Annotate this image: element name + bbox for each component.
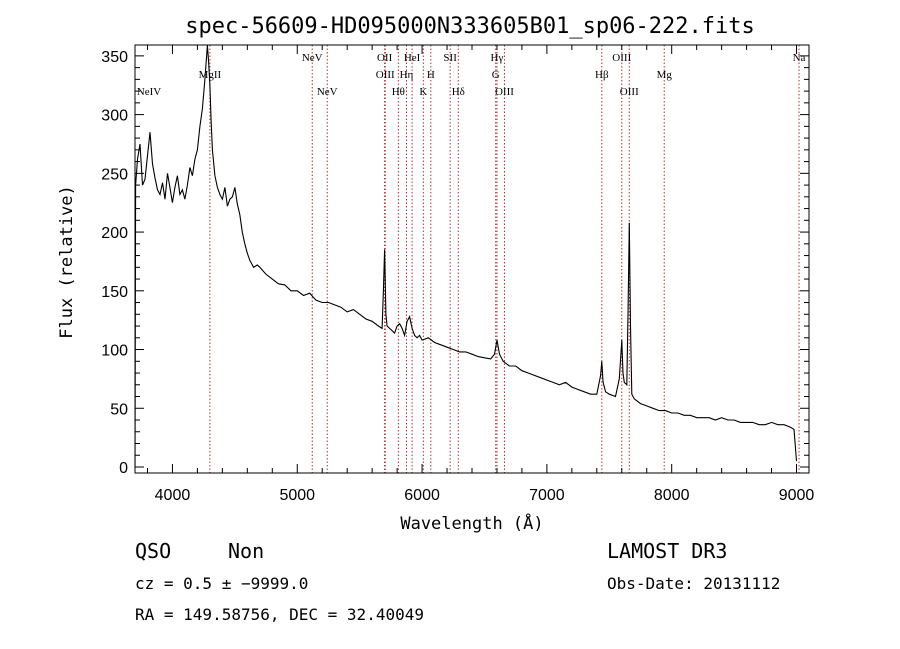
line-markers-layer [209,45,800,473]
line-label: OIII [612,52,631,64]
subclass-label: Non [228,539,264,563]
survey-label: LAMOST DR3 [607,539,727,563]
spectrum-line [134,44,798,468]
line-label: Hδ [452,86,465,98]
y-tick-label: 0 [119,460,128,477]
line-label: OIII [620,86,639,98]
line-label: HeI [404,52,421,64]
line-label: NeV [317,86,338,98]
x-axis-label: Wavelength (Å) [400,512,543,534]
x-tick-label: 7000 [529,487,565,504]
line-label: OII [377,52,393,64]
line-label: Hη [400,69,414,81]
y-tick-label: 150 [101,284,128,301]
line-label: OIII [376,69,395,81]
y-tick-label: 350 [101,49,128,66]
line-label: Mg [657,69,673,81]
x-tick-label: 9000 [779,487,815,504]
y-axis-label: Flux (relative) [57,185,77,339]
line-label: SII [443,52,457,64]
y-tick-label: 200 [101,225,128,242]
y-tick-label: 100 [101,343,128,360]
chart-title: spec-56609-HD095000N333605B01_sp06-222.f… [185,14,755,39]
line-label: NeIV [137,86,161,98]
redshift-label: cz = 0.5 ± −9999.0 [135,574,308,593]
line-label: Hβ [595,69,609,81]
line-label: MgII [199,69,222,81]
x-tick-label: 8000 [654,487,690,504]
line-label: NeV [302,52,323,64]
y-ticks-layer: 0 50 100 150 200 250 300 350 [101,49,809,477]
obs-date-label: Obs-Date: 20131112 [607,574,780,593]
class-label: QSO [135,539,171,563]
x-ticks-layer: 4000 5000 6000 7000 8000 9000 [146,45,815,504]
line-label: H [427,69,435,81]
y-tick-label: 50 [110,401,128,418]
y-tick-label: 300 [101,108,128,125]
line-labels-layer: NeIV MgII NeV NeV OII OIII Hθ Hη HeI KH SII Hδ Hγ G OI… [137,52,806,98]
x-tick-label: 5000 [279,487,315,504]
line-label: K [419,86,427,98]
line-label: Hγ [491,52,504,64]
x-tick-label: 4000 [155,487,191,504]
coordinates-label: RA = 149.58756, DEC = 32.40049 [135,605,424,624]
line-label: Na [793,52,806,64]
line-label: Hθ [392,86,405,98]
line-label: OIII [495,86,514,98]
y-tick-label: 250 [101,166,128,183]
x-tick-label: 6000 [404,487,440,504]
plot-frame [134,44,810,474]
line-label: G [492,69,500,81]
